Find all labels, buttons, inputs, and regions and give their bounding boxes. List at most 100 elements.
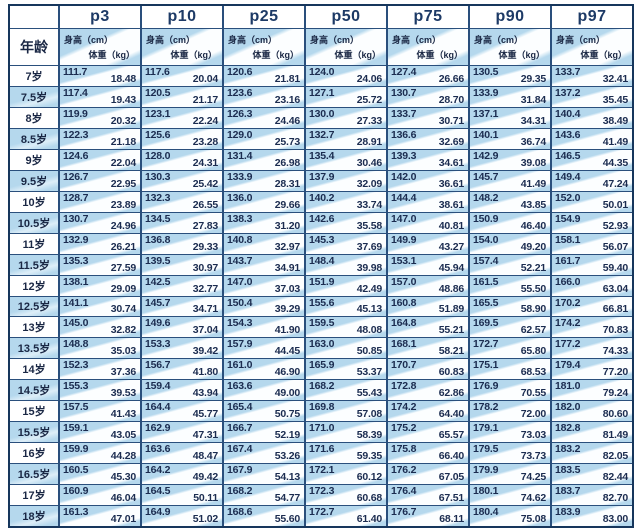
weight-value: 47.01 [110,513,136,525]
data-cell: 135.3 27.59 [60,254,140,275]
weight-value: 55.50 [520,282,546,295]
weight-value: 21.17 [192,93,218,106]
weight-value: 67.05 [438,471,464,484]
height-value: 168.6 [227,506,253,519]
height-value: 145.0 [63,317,89,330]
data-cell: 179.9 74.25 [470,464,550,485]
height-value: 153.3 [145,338,171,351]
percentile-header: p50 [306,6,386,28]
weight-label: 体重（kg） [416,50,463,60]
weight-value: 35.58 [356,219,382,232]
height-value: 133.7 [555,66,581,78]
data-cell: 130.3 25.42 [142,170,222,191]
data-cell: 165.4 50.75 [224,401,304,422]
data-cell: 140.2 33.74 [306,191,386,212]
weight-value: 39.29 [274,303,300,316]
data-cell: 139.5 30.97 [142,254,222,275]
weight-value: 43.85 [520,198,546,211]
height-value: 147.0 [391,212,417,225]
data-cell: 166.0 63.04 [552,275,632,296]
data-cell: 157.9 44.45 [224,338,304,359]
height-value: 175.8 [391,443,417,456]
weight-value: 37.03 [274,282,300,295]
data-cell: 165.5 58.90 [470,296,550,317]
height-value: 159.1 [63,422,89,435]
height-value: 140.2 [309,191,335,204]
data-cell: 145.7 34.71 [142,296,222,317]
height-value: 134.5 [145,212,171,225]
height-value: 130.5 [473,66,499,78]
age-header-cell: 年龄 [10,29,58,65]
weight-value: 22.95 [110,177,136,190]
weight-value: 33.74 [356,198,382,211]
weight-value: 20.32 [110,114,136,127]
height-value: 126.7 [63,170,89,183]
height-value: 157.4 [473,254,499,267]
weight-value: 18.48 [110,72,136,85]
weight-value: 45.77 [192,408,218,421]
weight-value: 29.09 [110,282,136,295]
weight-value: 42.49 [356,282,382,295]
height-value: 111.7 [63,66,88,78]
data-cell: 123.6 23.16 [224,86,304,107]
height-label: 身高（cm） [228,35,278,45]
data-cell: 136.8 29.33 [142,233,222,254]
data-cell: 180.4 75.08 [470,506,550,526]
height-value: 170.7 [391,359,417,372]
data-cell: 148.8 35.03 [60,338,140,359]
weight-value: 39.98 [356,261,382,274]
weight-value: 24.96 [110,219,136,232]
data-cell: 157.5 41.43 [60,401,140,422]
data-cell: 183.7 82.70 [552,485,632,506]
height-value: 149.9 [391,233,417,246]
weight-value: 46.04 [110,492,136,505]
height-value: 148.8 [63,338,89,351]
data-cell: 160.9 46.04 [60,485,140,506]
height-value: 135.3 [63,254,89,267]
height-value: 146.5 [555,149,581,162]
height-value: 183.9 [555,506,581,519]
data-cell: 164.4 45.77 [142,401,222,422]
data-cell: 160.8 51.89 [388,296,468,317]
weight-value: 34.31 [520,114,546,127]
data-cell: 132.7 28.91 [306,128,386,149]
data-cell: 130.7 24.96 [60,212,140,233]
weight-value: 77.20 [602,366,628,379]
weight-value: 36.74 [520,135,546,148]
data-cell: 172.1 60.12 [306,464,386,485]
weight-value: 49.20 [520,240,546,253]
weight-value: 65.80 [520,345,546,358]
height-value: 165.9 [309,359,335,372]
data-cell: 142.6 35.58 [306,212,386,233]
height-value: 152.0 [555,191,581,204]
weight-value: 25.73 [274,135,300,148]
weight-label: 体重（kg） [170,50,217,60]
data-cell: 168.6 55.60 [224,506,304,526]
height-value: 166.0 [555,275,581,288]
height-value: 181.0 [555,380,581,393]
data-cell: 148.4 39.98 [306,254,386,275]
data-cell: 172.7 61.40 [306,506,386,526]
height-value: 126.3 [227,107,253,120]
data-cell: 161.0 46.90 [224,359,304,380]
weight-value: 26.98 [274,156,300,169]
weight-value: 29.35 [520,72,546,85]
height-value: 142.0 [391,170,417,183]
height-value: 124.0 [309,66,335,78]
height-value: 130.0 [309,107,335,120]
height-value: 156.7 [145,359,171,372]
data-cell: 131.4 26.98 [224,149,304,170]
height-value: 141.1 [63,296,89,309]
height-value: 124.6 [63,149,89,162]
height-value: 179.5 [473,443,499,456]
age-cell: 7岁 [10,66,58,86]
height-value: 130.7 [63,212,89,225]
data-cell: 125.6 23.28 [142,128,222,149]
data-cell: 124.6 22.04 [60,149,140,170]
data-cell: 163.6 49.00 [224,380,304,401]
data-cell: 159.4 43.94 [142,380,222,401]
data-cell: 132.9 26.21 [60,233,140,254]
data-cell: 119.9 20.32 [60,107,140,128]
weight-value: 73.73 [520,450,546,463]
data-cell: 162.9 47.31 [142,422,222,443]
